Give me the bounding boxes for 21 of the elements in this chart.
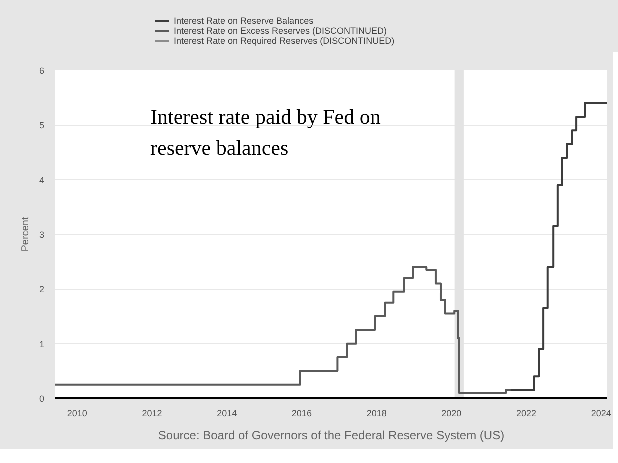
legend-label: Interest Rate on Reserve Balances <box>174 16 314 26</box>
x-tick-label: 2012 <box>142 408 162 418</box>
y-tick-label: 3 <box>39 230 45 240</box>
source-note: Source: Board of Governors of the Federal Reserve System (US) <box>158 428 505 442</box>
legend-label: Interest Rate on Excess Reserves (DISCONTINUED) <box>174 26 388 36</box>
x-tick-label: 2022 <box>516 408 537 418</box>
annotation: Interest rate paid by Fed on reserve balances <box>150 104 382 160</box>
legend-label: Interest Rate on Required Reserves (DISCONTINUED) <box>174 36 395 46</box>
y-axis-title: Percent <box>20 217 32 252</box>
x-tick-label: 2014 <box>217 408 238 418</box>
y-tick-label: 2 <box>39 284 45 295</box>
y-tick-label: 6 <box>39 66 45 76</box>
x-tick-label: 2018 <box>366 408 387 418</box>
x-tick-label: 2016 <box>292 408 312 418</box>
y-tick-label: 5 <box>39 120 45 131</box>
y-tick-label: 0 <box>39 394 45 404</box>
x-tick-label: 2024 <box>591 408 612 418</box>
x-tick-label: 2010 <box>67 408 88 418</box>
y-tick-label: 4 <box>39 175 45 186</box>
x-tick-label: 2020 <box>442 408 462 418</box>
y-tick-label: 1 <box>39 339 45 350</box>
